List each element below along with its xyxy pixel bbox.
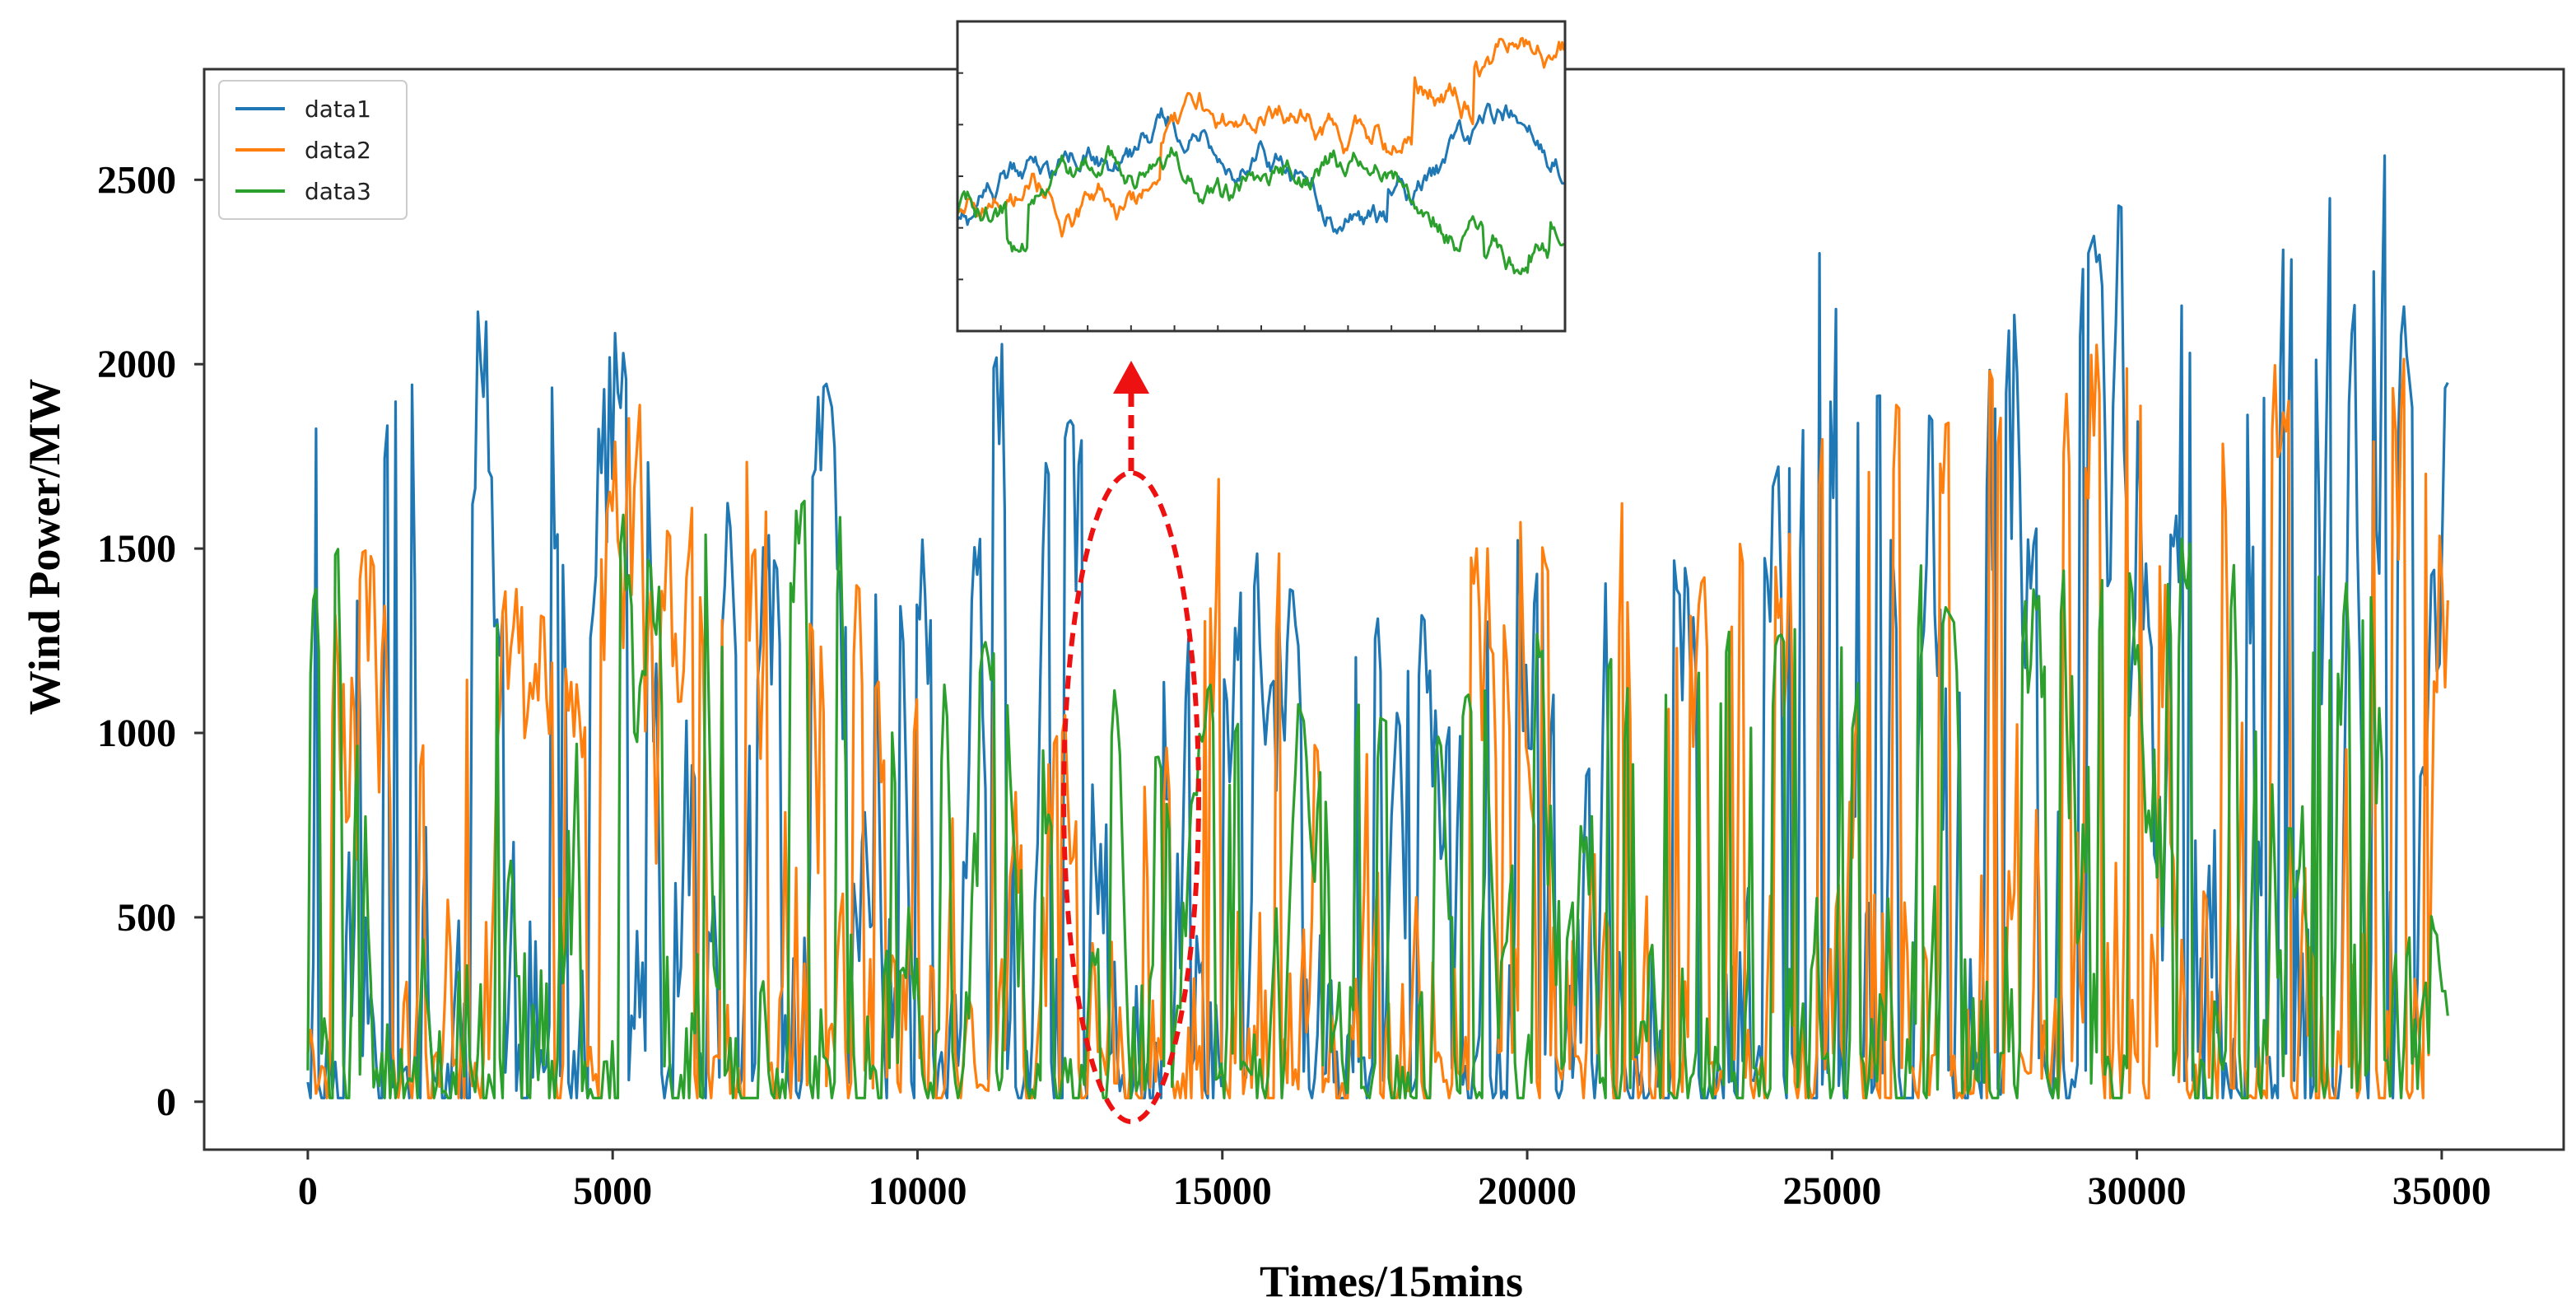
x-tick-label: 25000: [1782, 1169, 1881, 1213]
series-line-data3: [306, 499, 2449, 1099]
y-tick-label: 2000: [97, 343, 176, 386]
x-tick-label: 35000: [2392, 1169, 2491, 1213]
series-layer: [306, 154, 2449, 1099]
y-axis-title: Wind Power/MW: [20, 379, 69, 715]
legend-label-data1: data1: [305, 96, 371, 123]
inset-series-layer: [957, 36, 1565, 276]
x-tick-label: 20000: [1478, 1169, 1577, 1213]
y-tick-label: 500: [117, 896, 176, 940]
y-tick-label: 2500: [97, 158, 176, 202]
inset-line-data2: [957, 36, 1565, 238]
inset-line-data3: [957, 145, 1565, 276]
y-axis-ticks: 0 500 1000 1500 2000 2500: [97, 158, 204, 1124]
x-tick-label: 15000: [1173, 1169, 1272, 1213]
legend-label-data2: data2: [305, 137, 371, 164]
x-axis-title: Times/15mins: [1260, 1257, 1523, 1306]
inset-line-data1: [957, 102, 1564, 235]
x-tick-label: 0: [298, 1169, 318, 1213]
legend: data1 data2 data3: [218, 80, 408, 220]
zoom-arrow-head: [1113, 361, 1149, 394]
x-axis-ticks: 0 5000 10000 15000 20000 25000 30000 35000: [298, 1150, 2491, 1213]
x-tick-label: 5000: [573, 1169, 652, 1213]
legend-box: [218, 80, 408, 220]
x-tick-label: 10000: [868, 1169, 967, 1213]
zoom-region-ellipse: [1061, 470, 1201, 1124]
legend-label-data3: data3: [305, 178, 371, 205]
x-tick-label: 30000: [2088, 1169, 2187, 1213]
y-tick-label: 0: [156, 1080, 176, 1124]
series-line-data1: [306, 154, 2449, 1099]
inset-ticks: [957, 72, 1523, 331]
y-tick-label: 1000: [97, 712, 176, 755]
y-tick-label: 1500: [97, 527, 176, 571]
